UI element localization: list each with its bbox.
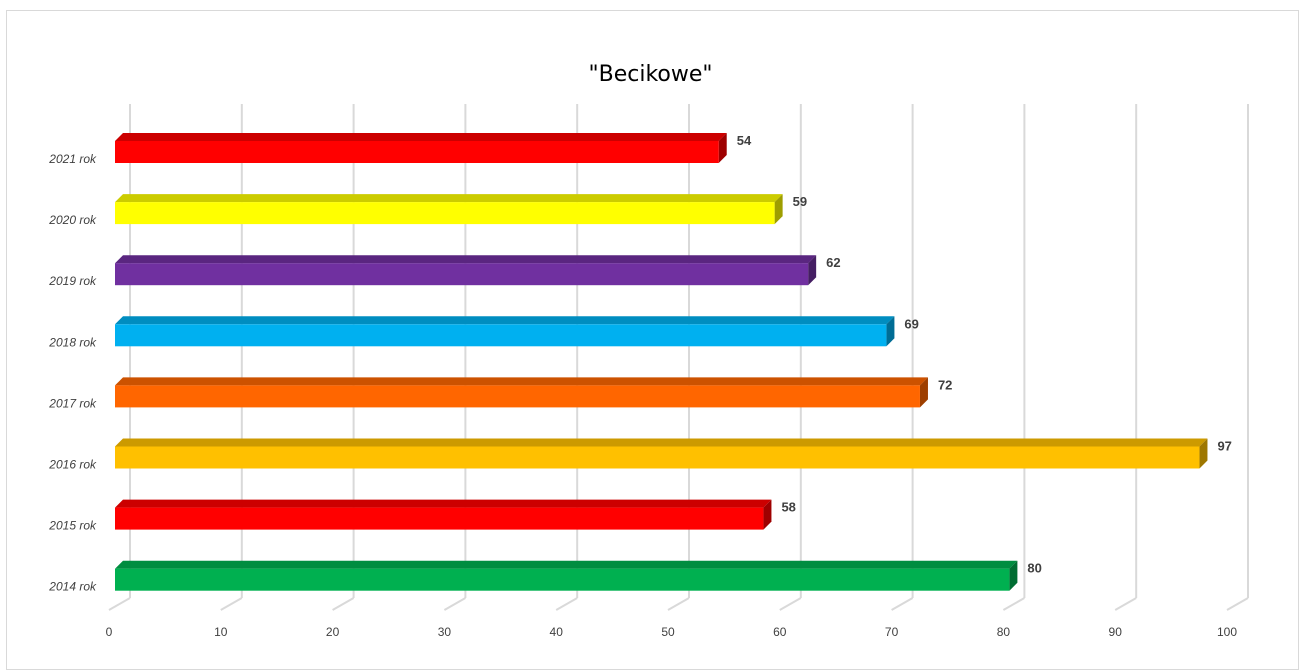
- x-tick-label: 70: [885, 625, 899, 639]
- bar-top: [115, 133, 727, 141]
- y-category-label: 2020 rok: [48, 213, 97, 227]
- data-label: 54: [737, 133, 752, 148]
- bar: [115, 263, 809, 286]
- x-tick-label: 0: [106, 625, 113, 639]
- bar-side: [774, 194, 783, 225]
- floor-gridline: [220, 597, 243, 611]
- x-tick-label: 50: [661, 625, 675, 639]
- bar-top: [115, 560, 1018, 569]
- bar-top: [115, 377, 928, 386]
- y-category-label: 2015 rok: [48, 519, 97, 533]
- y-category-label: 2017 rok: [48, 396, 97, 410]
- bar: [115, 507, 764, 530]
- data-label: 62: [826, 255, 840, 270]
- floor-gridline: [1002, 597, 1025, 611]
- bar: [115, 568, 1010, 591]
- floor-gridline: [555, 597, 578, 611]
- bar-top: [115, 499, 772, 508]
- y-category-label: 2019 rok: [48, 274, 97, 288]
- bar: [115, 141, 719, 163]
- data-label: 69: [904, 316, 918, 331]
- y-category-label: 2018 rok: [48, 335, 97, 349]
- floor-gridline: [108, 597, 131, 611]
- x-tick-label: 100: [1217, 625, 1237, 639]
- data-label: 80: [1027, 561, 1041, 576]
- floor-gridline: [332, 597, 355, 611]
- bar-side: [718, 133, 727, 163]
- x-tick-label: 20: [326, 625, 340, 639]
- x-tick-label: 60: [773, 625, 787, 639]
- floor-gridline: [891, 597, 914, 611]
- x-tick-label: 30: [438, 625, 452, 639]
- bar: [115, 385, 920, 408]
- bar-top: [115, 194, 783, 203]
- bar: [115, 446, 1200, 469]
- data-label: 58: [781, 500, 795, 515]
- data-label: 59: [793, 194, 807, 209]
- data-label: 72: [938, 377, 952, 392]
- bar-side: [1009, 560, 1018, 591]
- data-label: 97: [1217, 439, 1231, 454]
- bar-top: [115, 438, 1208, 447]
- chart-title: "Becikowe": [588, 62, 713, 87]
- bar-top: [115, 255, 817, 264]
- bar-chart: 0 10 20 30 40 50 60 70 80 90 100 54 2021 rok 59 2020 r…: [48, 104, 1249, 639]
- y-category-label: 2021 rok: [48, 152, 97, 166]
- floor-gridline: [1114, 597, 1137, 611]
- y-category-label: 2014 rok: [48, 580, 97, 594]
- x-tick-label: 80: [997, 625, 1011, 639]
- floor-gridline: [1226, 597, 1249, 611]
- bar-side: [808, 255, 817, 286]
- floor-gridline: [667, 597, 690, 611]
- bar-side: [763, 499, 772, 530]
- floor-gridline: [779, 597, 802, 611]
- x-tick-label: 10: [214, 625, 228, 639]
- x-tick-label: 40: [550, 625, 564, 639]
- bar: [115, 202, 775, 225]
- bar-side: [919, 377, 928, 408]
- x-tick-label: 90: [1109, 625, 1123, 639]
- floor-gridline: [443, 597, 466, 611]
- bar-top: [115, 316, 895, 325]
- bar-side: [886, 316, 895, 347]
- bar-side: [1199, 438, 1208, 469]
- y-category-label: 2016 rok: [48, 458, 97, 472]
- bar: [115, 324, 887, 347]
